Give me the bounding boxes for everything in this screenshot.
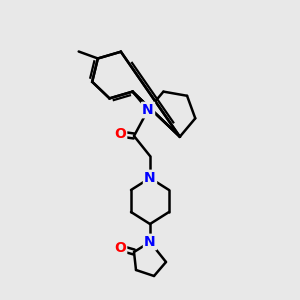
Text: N: N xyxy=(144,171,156,185)
Text: O: O xyxy=(114,241,126,255)
Text: N: N xyxy=(142,103,154,117)
Text: O: O xyxy=(114,127,126,141)
Text: N: N xyxy=(144,235,156,249)
